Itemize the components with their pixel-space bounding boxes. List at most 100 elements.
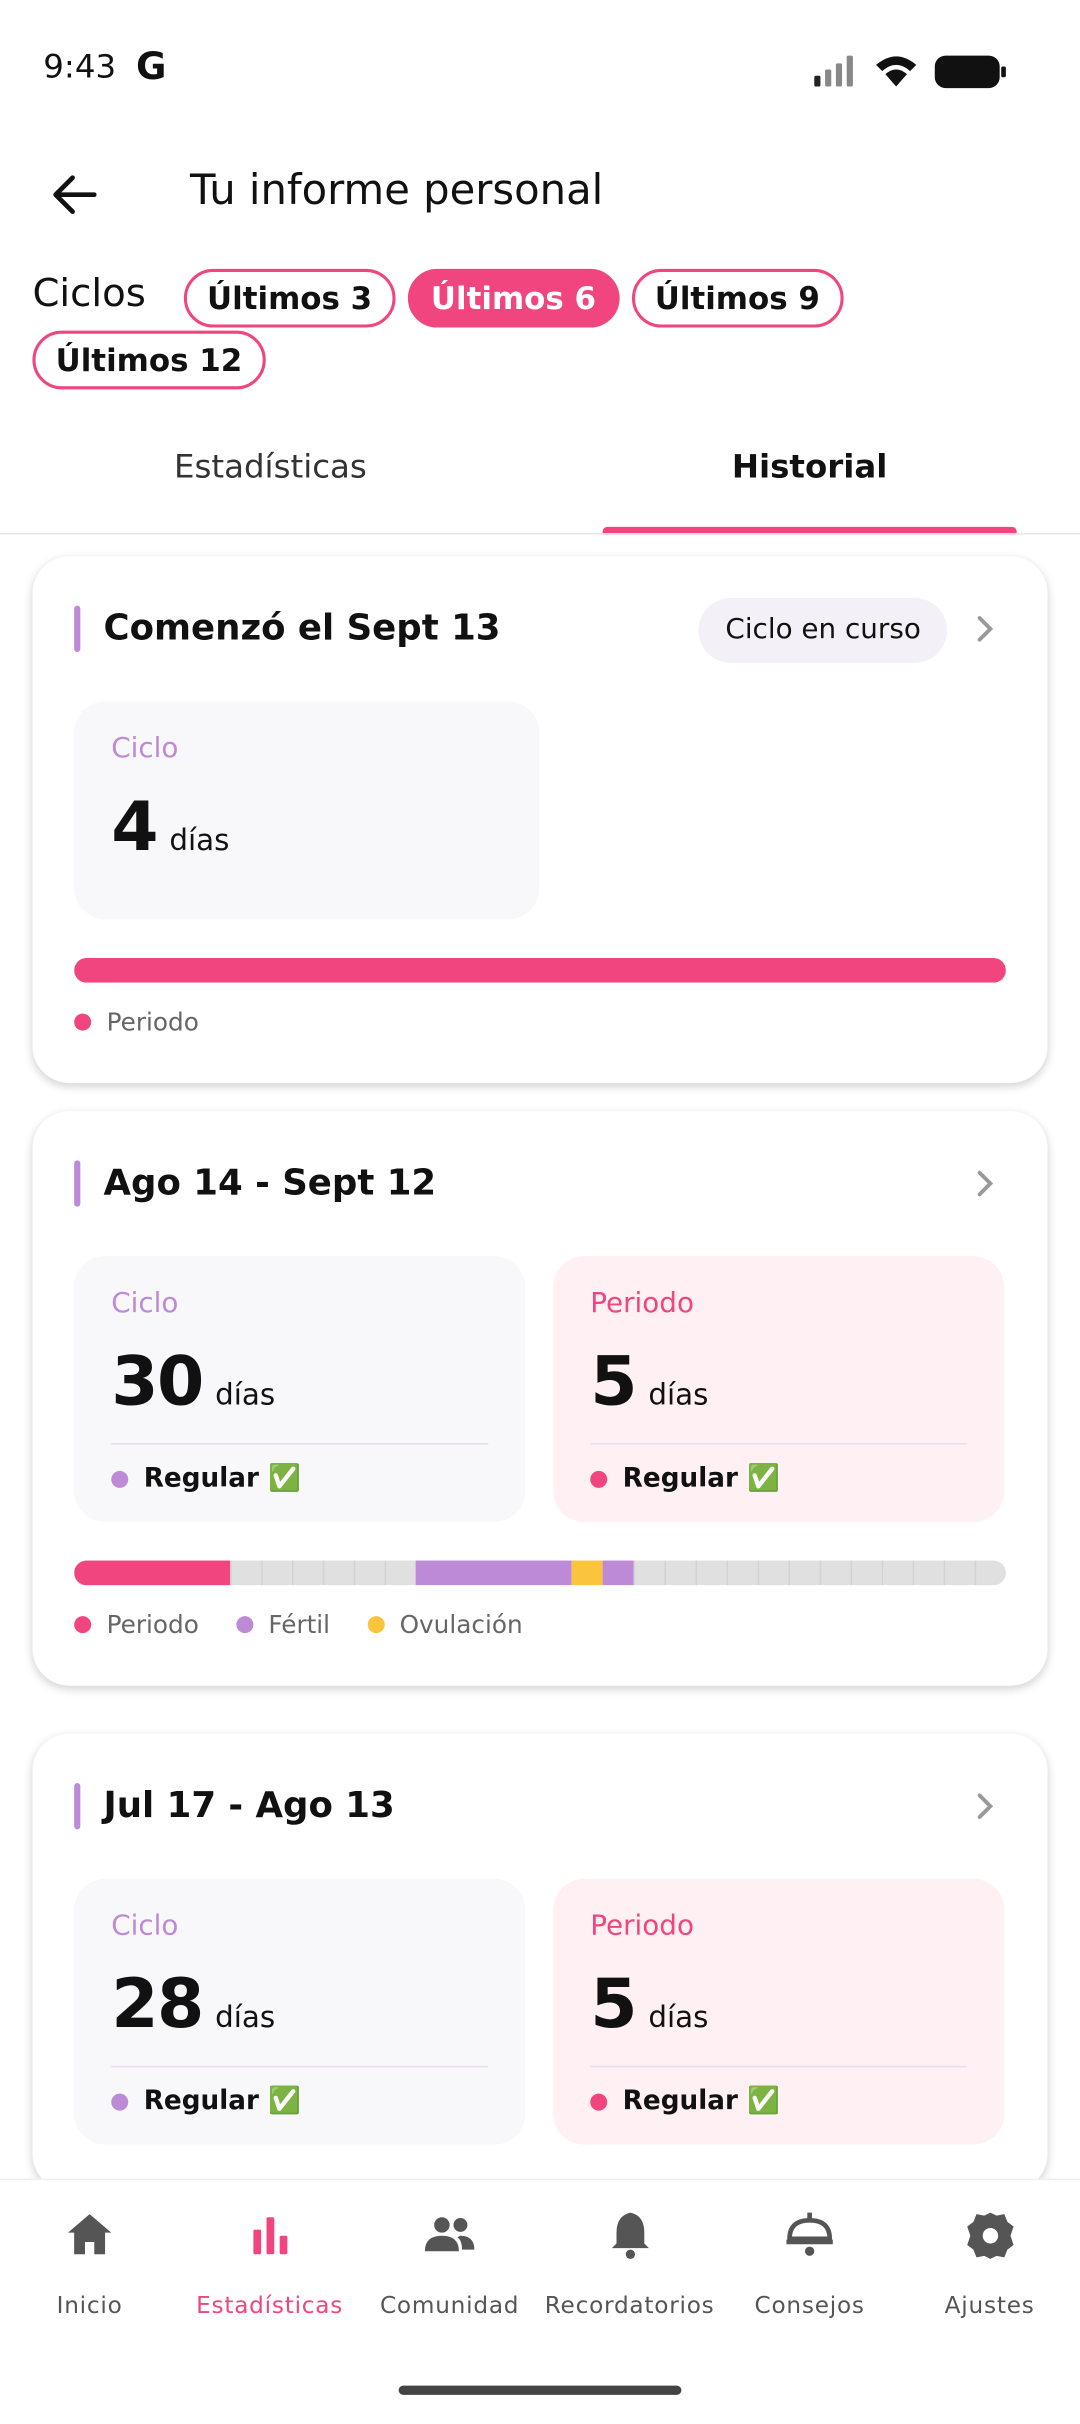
- stat-unit: días: [648, 1378, 709, 1413]
- cycle-segment: [602, 1560, 634, 1586]
- stat-status: Regular ✅: [143, 2085, 301, 2117]
- stat-row: Ciclo 28 días Regular ✅ Periodo 5 días Regular …: [74, 1878, 1006, 2145]
- stat-box: Periodo 5 días Regular ✅: [553, 1878, 1005, 2145]
- stat-label: Ciclo: [111, 1909, 179, 1943]
- filter-chip[interactable]: Últimos 9: [631, 268, 844, 328]
- legend: Periodo: [74, 1007, 1006, 1037]
- stat-label: Periodo: [590, 1287, 694, 1320]
- stat-status: Regular ✅: [622, 2085, 780, 2117]
- status-dot: [590, 2092, 608, 2110]
- stat-unit: días: [215, 2000, 276, 2035]
- stat-unit: días: [169, 823, 230, 858]
- home-indicator: [398, 2385, 682, 2395]
- nav-label: Recordatorios: [544, 2291, 715, 2320]
- stat-status: Regular ✅: [143, 1463, 301, 1495]
- stat-value-row: 28 días: [111, 1965, 488, 2044]
- nav-label: Ajustes: [944, 2291, 1035, 2320]
- stat-value: 5: [590, 1965, 637, 2045]
- nav-icon: [900, 2208, 1079, 2270]
- stat-divider: [111, 1443, 489, 1445]
- stat-status-row: Regular ✅: [590, 2086, 967, 2117]
- header-title: Tu informe personal: [190, 166, 604, 215]
- nav-label: Inicio: [56, 2291, 123, 2320]
- history-card[interactable]: Jul 17 - Ago 13 Ciclo 28 días Regular ✅ Perio…: [32, 1733, 1048, 2191]
- cycle-segment: [229, 1560, 416, 1586]
- accent-bar: [74, 1783, 81, 1830]
- filter-chip[interactable]: Últimos 3: [183, 268, 396, 328]
- legend: Periodo Fértil Ovulación: [74, 1610, 1006, 1639]
- nav-icon: [180, 2208, 359, 2270]
- stat-value-row: 5 días: [590, 1343, 967, 1422]
- stat-label: Ciclo: [111, 1287, 179, 1320]
- stat-unit: días: [648, 2000, 709, 2035]
- history-card[interactable]: Ago 14 - Sept 12 Ciclo 30 días Regular ✅ Peri…: [32, 1110, 1048, 1686]
- chevron: [975, 1791, 997, 1828]
- cycle-segment: [633, 1560, 1006, 1586]
- tab[interactable]: Historial: [731, 448, 888, 486]
- cycle-bar: [74, 957, 1006, 983]
- cycle-bar: [74, 1560, 1006, 1586]
- stat-label: Ciclo: [111, 732, 179, 765]
- stat-box: Ciclo 28 días Regular ✅: [74, 1878, 526, 2145]
- nav-item[interactable]: Comunidad: [360, 2208, 539, 2319]
- stat-label: Periodo: [590, 1909, 694, 1943]
- chip-group: Últimos 3 Últimos 6 Últimos 9 Últimos 12: [0, 268, 1049, 393]
- stat-status-row: Regular ✅: [111, 1463, 488, 1494]
- status-carrier: G: [135, 44, 167, 89]
- nav-item[interactable]: Inicio: [0, 2208, 179, 2319]
- bottom-nav: Inicio Estadísticas Comunidad Recordatorios…: [0, 2178, 1080, 2423]
- nav-item[interactable]: Consejos: [720, 2208, 899, 2319]
- card-title: Comenzó el Sept 13: [103, 608, 501, 649]
- nav-item[interactable]: Recordatorios: [540, 2208, 719, 2319]
- stat-status-row: Regular ✅: [111, 2086, 488, 2117]
- cycle-segment: [415, 1560, 572, 1586]
- nav-icon: [720, 2208, 899, 2270]
- stat-status: Regular ✅: [622, 1463, 780, 1495]
- legend-label: Ovulación: [399, 1609, 523, 1640]
- card-title: Jul 17 - Ago 13: [103, 1786, 395, 1827]
- legend-label: Periodo: [106, 1007, 199, 1037]
- legend-dot: [74, 1616, 92, 1634]
- tab[interactable]: Estadísticas: [173, 448, 367, 486]
- legend-dot: [74, 1013, 92, 1031]
- chevron: [975, 1168, 997, 1205]
- status-dot: [590, 1470, 608, 1488]
- stat-value: 28: [111, 1965, 204, 2045]
- nav-item[interactable]: Estadísticas: [180, 2208, 359, 2319]
- status-dot: [111, 1470, 129, 1488]
- chevron: [975, 613, 997, 650]
- nav-icon: [540, 2208, 719, 2270]
- nav-label: Comunidad: [379, 2291, 520, 2320]
- filter-chip[interactable]: Últimos 12: [32, 330, 266, 390]
- stat-row: Ciclo 30 días Regular ✅ Periodo 5 días Regular …: [74, 1256, 1006, 1522]
- stat-box: Ciclo 30 días Regular ✅: [74, 1256, 526, 1522]
- history-card[interactable]: Comenzó el Sept 13 Ciclo en curso Ciclo 4 dí…: [32, 556, 1048, 1084]
- legend-item: Periodo: [74, 1007, 199, 1037]
- cycle-segment: [74, 1560, 230, 1586]
- nav-icon: [360, 2208, 539, 2270]
- stat-divider: [590, 1443, 968, 1445]
- legend-label: Periodo: [106, 1609, 199, 1640]
- legend-label: Fértil: [268, 1609, 331, 1640]
- stat-value-row: 5 días: [590, 1965, 967, 2044]
- cycle-segment: [571, 1560, 603, 1586]
- legend-item: Ovulación: [367, 1609, 523, 1640]
- nav-item[interactable]: Ajustes: [900, 2208, 1079, 2319]
- legend-dot: [367, 1616, 385, 1634]
- nav-label: Consejos: [754, 2291, 865, 2320]
- stat-box: Ciclo 4 días: [74, 701, 540, 920]
- card-header: Jul 17 - Ago 13: [74, 1772, 1006, 1840]
- stat-divider: [111, 2065, 489, 2068]
- status-icons: [814, 55, 1006, 89]
- stat-value-row: 30 días: [111, 1343, 488, 1422]
- legend-dot: [235, 1616, 253, 1634]
- legend-item: Periodo: [74, 1610, 199, 1639]
- stat-box: Periodo 5 días Regular ✅: [553, 1256, 1005, 1522]
- tab-indicator: [602, 526, 1017, 535]
- back-button[interactable]: [51, 173, 100, 216]
- filter-chip[interactable]: Últimos 6: [407, 268, 620, 328]
- stat-value: 30: [111, 1342, 204, 1422]
- card-header: Comenzó el Sept 13 Ciclo en curso: [74, 595, 1006, 663]
- card-header: Ago 14 - Sept 12: [74, 1150, 1006, 1218]
